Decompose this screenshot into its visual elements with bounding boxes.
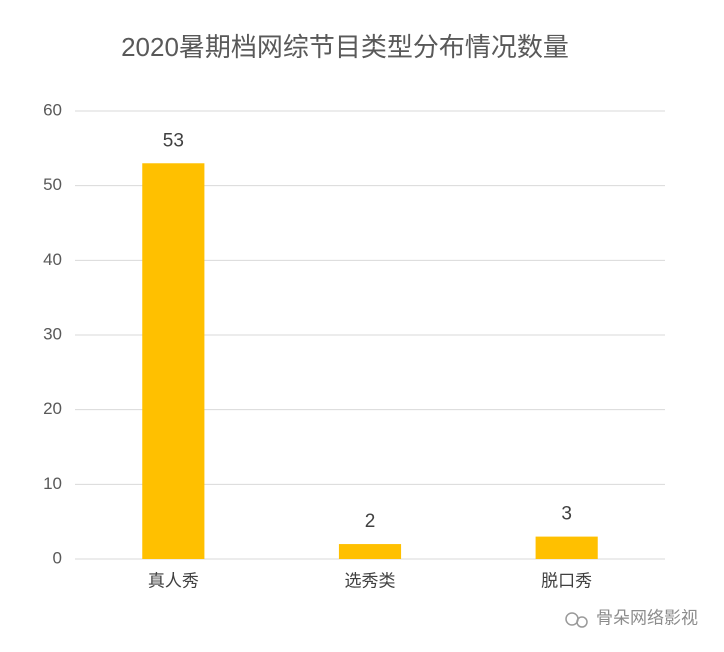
data-label: 2 — [365, 511, 376, 532]
y-tick-label: 30 — [43, 324, 62, 343]
y-tick-label: 0 — [53, 548, 62, 567]
y-tick-label: 60 — [43, 100, 62, 119]
chart-title: 2020暑期档网综节目类型分布情况数量 — [121, 32, 569, 62]
x-tick-label: 真人秀 — [148, 571, 199, 590]
data-label: 3 — [561, 504, 572, 525]
data-label: 53 — [163, 130, 184, 151]
watermark-icon — [565, 612, 588, 628]
y-tick-label: 10 — [43, 474, 62, 493]
y-tick-label: 20 — [43, 399, 62, 418]
x-tick-label: 选秀类 — [345, 571, 396, 590]
x-tick-label: 脱口秀 — [541, 571, 592, 590]
y-tick-label: 50 — [43, 175, 62, 194]
bar — [338, 544, 402, 559]
y-tick-label: 40 — [43, 250, 62, 269]
bar — [535, 536, 598, 559]
watermark: 骨朵网络影视 — [596, 608, 698, 627]
bar — [142, 163, 205, 559]
